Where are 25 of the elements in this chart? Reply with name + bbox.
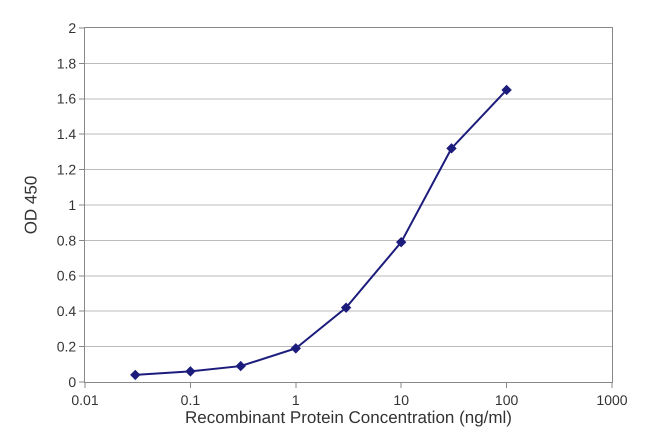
x-tick-label: 0.1 (180, 392, 200, 408)
x-tick-label: 0.01 (71, 392, 99, 408)
x-tick-label: 100 (494, 392, 518, 408)
y-tick-label: 0.4 (56, 303, 76, 320)
x-axis-title: Recombinant Protein Concentration (ng/ml) (185, 408, 512, 427)
y-tick-label: 1.6 (56, 90, 76, 107)
x-tick-label: 1 (292, 392, 300, 408)
point (235, 360, 246, 372)
point (290, 343, 301, 354)
point (396, 236, 406, 248)
y-tick-label: 1.4 (56, 126, 76, 142)
y-tick-label: 0 (68, 374, 76, 390)
y-tick-label: 0.8 (56, 232, 76, 248)
x-tick-label: 1000 (596, 392, 628, 408)
y-tick-label: 2 (68, 20, 76, 36)
y-tick-label: 1.2 (56, 162, 76, 178)
y-tick-label: 0.2 (56, 338, 76, 354)
y-tick-label: 1.8 (56, 55, 76, 72)
point (130, 370, 140, 380)
y-axis-title: OD 450 (21, 176, 40, 234)
y-tick-label: 1 (68, 196, 76, 213)
point (501, 84, 512, 96)
point (340, 302, 352, 313)
y-tick-label: 0.6 (56, 268, 76, 284)
x-tick-label: 10 (393, 392, 410, 408)
